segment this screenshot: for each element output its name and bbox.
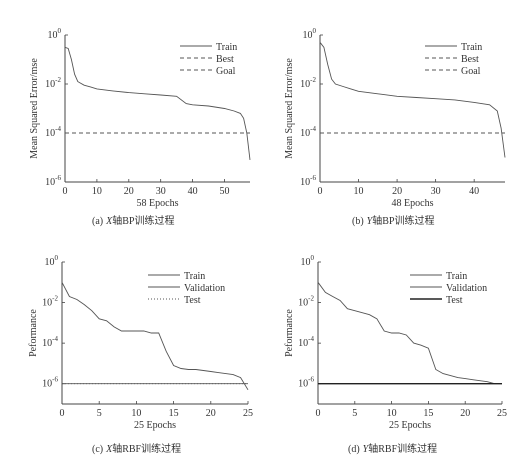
- x-tick-label: 50: [219, 186, 229, 197]
- y-tick-label: 10-4: [300, 125, 316, 139]
- y-tick-label: 10-4: [298, 335, 314, 349]
- legend-label-best: Best: [461, 54, 479, 65]
- legend-label-train: Train: [184, 271, 205, 282]
- caption-c: (c) X轴RBF训练过程: [92, 440, 181, 455]
- legend-label-test: Test: [446, 295, 463, 306]
- chart-panel-b: 0 10 20 30 40 48 Epochs 10-6 10-4 10-2 100 Mean Sq…: [284, 27, 506, 209]
- x-tick-label: 15: [423, 408, 433, 419]
- y-axis-label: Mean Squared Error/mse: [29, 58, 40, 159]
- y-tick-label: 10-2: [45, 76, 61, 90]
- x-tick-label: 20: [460, 408, 470, 419]
- y-tick-label: 10-6: [298, 376, 314, 390]
- legend-label-goal: Goal: [216, 66, 236, 77]
- y-tick-label: 10-6: [45, 174, 61, 188]
- caption-b: (b) Y轴BP训练过程: [352, 212, 434, 227]
- x-axis-label: 48 Epochs: [392, 198, 434, 209]
- caption-c-prefix: (c): [92, 444, 104, 455]
- y-axis-label: Peformance: [28, 309, 39, 357]
- y-tick-label: 100: [301, 254, 315, 268]
- y-tick-label: 100: [303, 27, 317, 41]
- x-tick-label: 15: [169, 408, 179, 419]
- series-line-train: [64, 46, 251, 160]
- chart-panel-c: 0 5 10 15 20 25 25 Epochs 10-6 10-4 10-2 100 Peform…: [28, 254, 253, 431]
- x-tick-label: 20: [124, 186, 134, 197]
- caption-a-axis: X: [106, 216, 113, 227]
- chart-panel-d: 0 5 10 15 20 25 25 Epochs 10-6 10-4 10-2 100 Peform…: [284, 254, 507, 431]
- y-tick-label: 10-4: [45, 125, 61, 139]
- legend-label-train: Train: [461, 42, 482, 53]
- legend-label-test: Test: [184, 295, 201, 306]
- x-tick-label: 10: [354, 186, 364, 197]
- legend-label-best: Best: [216, 54, 234, 65]
- x-tick-label: 0: [318, 186, 323, 197]
- series-line-train: [319, 42, 506, 158]
- caption-d-axis: Y: [362, 444, 369, 455]
- x-tick-label: 25: [243, 408, 253, 419]
- x-tick-label: 20: [392, 186, 402, 197]
- x-tick-label: 40: [188, 186, 198, 197]
- caption-d: (d) Y轴RBF训练过程: [348, 440, 437, 455]
- x-tick-label: 10: [92, 186, 102, 197]
- y-tick-label: 10-2: [298, 295, 314, 309]
- x-tick-label: 0: [60, 408, 65, 419]
- x-tick-label: 10: [387, 408, 397, 419]
- x-axis-label: 25 Epochs: [389, 420, 431, 431]
- legend-label-validation: Validation: [184, 283, 225, 294]
- y-axis-label: Peformance: [284, 309, 295, 357]
- x-tick-label: 0: [316, 408, 321, 419]
- legend-label-train: Train: [216, 42, 237, 53]
- y-tick-label: 100: [45, 254, 59, 268]
- x-tick-label: 20: [206, 408, 216, 419]
- caption-d-prefix: (d): [348, 444, 360, 455]
- x-tick-label: 5: [97, 408, 102, 419]
- caption-c-text: 轴RBF训练过程: [112, 444, 182, 455]
- y-tick-label: 10-6: [42, 376, 58, 390]
- series-line-train: [317, 282, 495, 385]
- legend-label-goal: Goal: [461, 66, 481, 77]
- x-axis-label: 58 Epochs: [137, 198, 179, 209]
- x-axis-label: 25 Epochs: [134, 420, 176, 431]
- caption-d-text: 轴RBF训练过程: [368, 444, 438, 455]
- caption-c-axis: X: [106, 444, 113, 455]
- y-tick-label: 10-2: [42, 295, 58, 309]
- x-tick-label: 30: [431, 186, 441, 197]
- y-tick-label: 10-4: [42, 335, 58, 349]
- y-tick-label: 10-2: [300, 76, 316, 90]
- caption-b-axis: Y: [366, 216, 373, 227]
- y-tick-label: 100: [48, 27, 62, 41]
- x-tick-label: 40: [469, 186, 479, 197]
- x-tick-label: 0: [63, 186, 68, 197]
- caption-a-prefix: (a): [92, 216, 104, 227]
- x-tick-label: 10: [131, 408, 141, 419]
- caption-b-prefix: (b): [352, 216, 364, 227]
- x-tick-label: 25: [497, 408, 507, 419]
- caption-a-text: 轴BP训练过程: [112, 216, 175, 227]
- y-axis-label: Mean Squared Error/mse: [284, 58, 295, 159]
- x-tick-label: 30: [156, 186, 166, 197]
- caption-a: (a) X轴BP训练过程: [92, 212, 174, 227]
- legend-label-validation: Validation: [446, 283, 487, 294]
- caption-b-text: 轴BP训练过程: [372, 216, 435, 227]
- chart-panel-a: 0 10 20 30 40 50 58 Epochs 10-6 10-4 10-2 100 Mean …: [29, 27, 251, 209]
- y-tick-label: 10-6: [300, 174, 316, 188]
- legend-label-train: Train: [446, 271, 467, 282]
- x-tick-label: 5: [352, 408, 357, 419]
- series-line-train: [61, 282, 249, 391]
